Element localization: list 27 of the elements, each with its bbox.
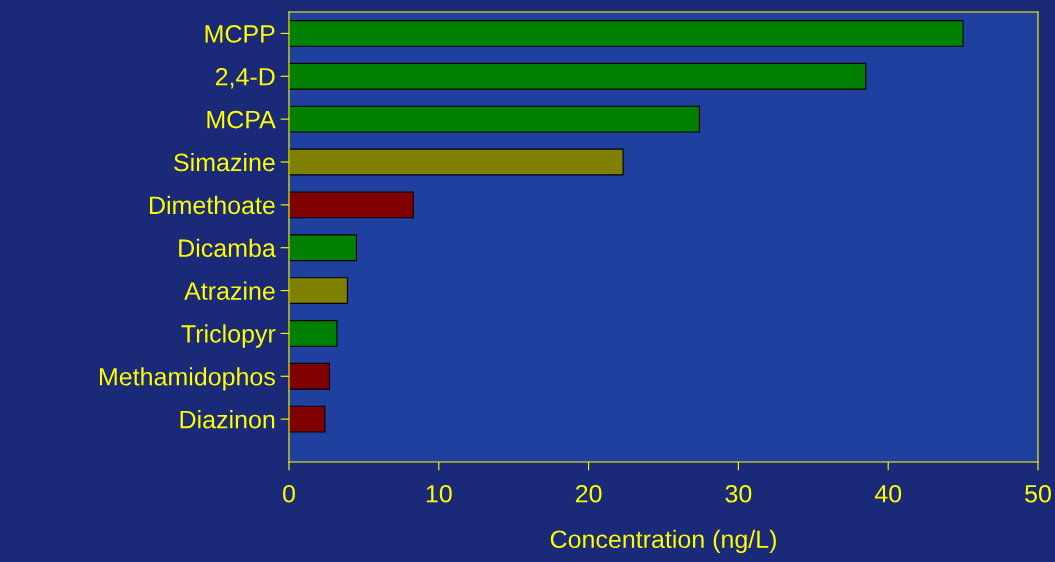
bar — [289, 20, 964, 47]
y-tick-label: Simazine — [174, 152, 275, 172]
y-tick-label: 2,4-D — [215, 67, 275, 89]
y-tick-label: Triclopyr — [181, 324, 276, 348]
bar — [289, 320, 338, 347]
bar — [289, 277, 348, 304]
y-tick-label: MCPP — [205, 25, 275, 43]
x-tick-label: 30 — [725, 484, 752, 503]
x-tick-label: 40 — [874, 484, 902, 503]
bar — [289, 148, 624, 176]
x-tick-label: 50 — [1025, 484, 1051, 503]
y-tick-label: Dicamba — [179, 238, 276, 258]
x-tick-label: 0 — [283, 484, 295, 503]
y-tick-label: Diazinon — [180, 410, 275, 429]
bar — [289, 191, 414, 219]
bar — [289, 62, 867, 90]
x-axis-title: Concentration (ng/L) — [550, 529, 776, 554]
x-tick-label: 10 — [426, 484, 452, 503]
y-tick-label: Atrazine — [184, 281, 275, 300]
bar — [289, 405, 326, 433]
bar — [289, 362, 331, 390]
y-tick-label: Dimethoate — [150, 195, 275, 215]
y-tick-label: MCPA — [207, 110, 276, 129]
y-tick-label: Methamidophos — [99, 367, 275, 391]
bar — [289, 234, 357, 262]
bar — [289, 105, 701, 133]
x-tick-label: 20 — [575, 484, 602, 503]
